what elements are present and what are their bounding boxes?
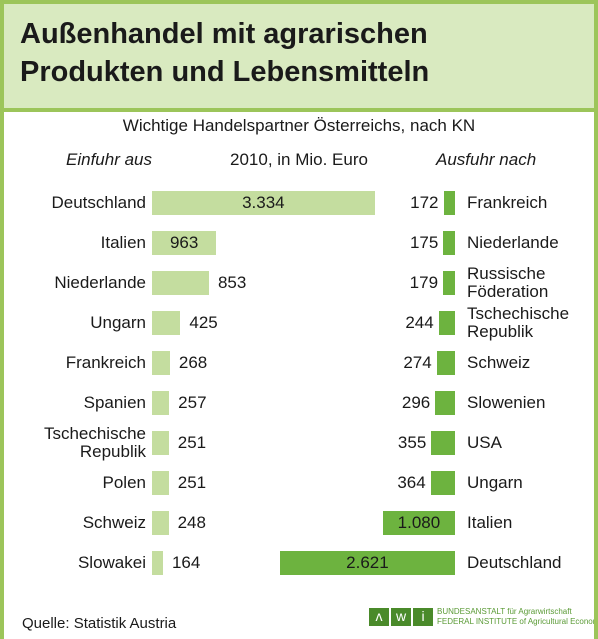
bar (443, 191, 455, 215)
logo-letter: i (413, 608, 433, 626)
chart-title: Außenhandel mit agrarischen (20, 18, 428, 50)
bar (152, 231, 217, 255)
left-label: Einfuhr aus (66, 150, 152, 169)
value-label: 248 (177, 513, 206, 532)
category-label: Italien (100, 233, 146, 252)
value-label: 3.334 (242, 193, 285, 212)
logo-text: FEDERAL INSTITUTE of Agricultural Econom… (437, 617, 598, 626)
value-label: 251 (177, 473, 207, 492)
category-label: Tschechische Republik (43, 424, 146, 461)
bar (152, 271, 209, 295)
category-label: Schweiz (467, 353, 531, 372)
value-label: 257 (178, 393, 207, 412)
right-label: Ausfuhr nach (436, 150, 537, 169)
value-label: 2.621 (346, 553, 389, 572)
category-label: Ungarn (467, 473, 523, 492)
bar (435, 391, 455, 415)
bar (443, 231, 455, 255)
bar (152, 311, 181, 335)
category-label: Slowenien (467, 393, 546, 412)
category-label: Frankreich (467, 193, 548, 212)
value-label: 175 (409, 233, 439, 252)
category-label: Schweiz (82, 513, 146, 532)
bar (382, 511, 455, 535)
bar (152, 391, 170, 415)
bar (279, 551, 455, 575)
bar (436, 351, 455, 375)
value-label: 251 (177, 433, 207, 452)
value-label: 425 (189, 313, 218, 332)
logo-letter: w (391, 608, 411, 626)
category-label: USA (467, 433, 502, 452)
source: Quelle: Statistik Austria (22, 615, 177, 632)
bar (431, 431, 455, 455)
bar (152, 551, 163, 575)
bar (152, 191, 375, 215)
value-label: 1.080 (397, 513, 441, 532)
value-label: 364 (397, 473, 426, 492)
bar (430, 471, 455, 495)
value-label: 164 (171, 553, 201, 572)
value-label: 244 (405, 313, 434, 332)
category-label: Deutschland (467, 553, 562, 572)
category-label: Spanien (83, 393, 146, 412)
category-label: Ungarn (90, 313, 146, 332)
logo-letter: ʌ (369, 608, 389, 626)
bar (438, 311, 455, 335)
value-label: 172 (410, 193, 439, 212)
bar (152, 351, 170, 375)
logo-text: BUNDESANSTALT für Agrarwirtschaft (437, 607, 572, 616)
category-label: Russische Föderation (467, 264, 549, 301)
value-label: 274 (403, 353, 432, 372)
value-label: 296 (401, 393, 431, 412)
value-label: 853 (217, 273, 247, 292)
category-label: Italien (467, 513, 513, 532)
category-label: Slowakei (77, 553, 146, 572)
value-label: 963 (169, 233, 199, 252)
category-label: Frankreich (65, 353, 146, 372)
value-label: 179 (409, 273, 439, 292)
chart-title: Produkten und Lebensmitteln (20, 56, 430, 88)
category-label: Polen (102, 473, 146, 492)
value-label: 355 (397, 433, 427, 452)
value-label: 268 (178, 353, 208, 372)
bar (443, 271, 455, 295)
category-label: Tschechische Republik (467, 304, 570, 341)
bar (152, 511, 169, 535)
subtitle: Wichtige Handelspartner Österreichs, nac… (122, 116, 476, 135)
bar (152, 431, 169, 455)
category-label: Niederlande (467, 233, 559, 252)
category-label: Niederlande (54, 273, 146, 292)
category-label: Deutschland (51, 193, 146, 212)
header: Außenhandel mit agrarischen Produkten un… (4, 4, 594, 112)
bar (152, 471, 169, 495)
unit-label: 2010, in Mio. Euro (230, 150, 368, 169)
